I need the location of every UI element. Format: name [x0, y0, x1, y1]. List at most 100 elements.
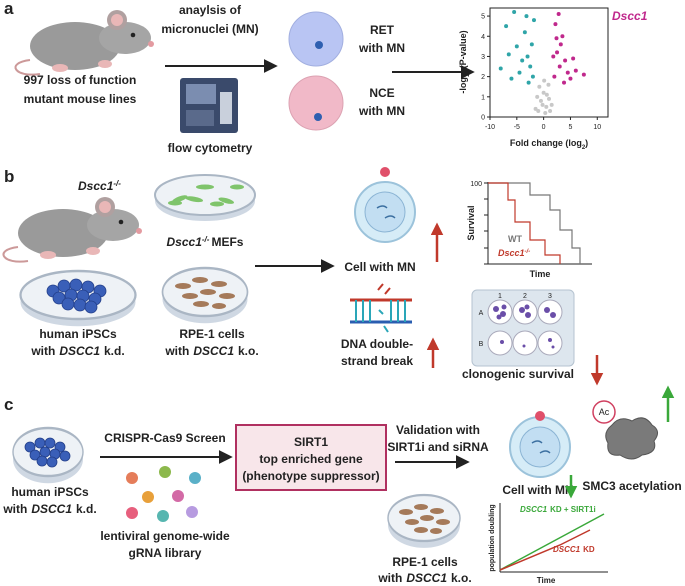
caption-part: k.o.	[238, 344, 259, 358]
caption-part: k.d.	[76, 502, 97, 516]
caption: DNA double-	[341, 337, 413, 351]
caption: Validation with	[396, 423, 480, 437]
x-axis-label: Fold change (log2)	[510, 138, 588, 151]
point	[541, 90, 546, 95]
point	[553, 22, 558, 27]
panel-label: c	[4, 395, 13, 414]
point	[543, 110, 548, 115]
micronucleus	[535, 411, 545, 421]
y-tick-label: 2	[481, 74, 485, 81]
caption: with MN	[358, 41, 405, 55]
plot-frame	[489, 7, 609, 118]
point	[512, 10, 517, 15]
ipsc-dish	[19, 269, 137, 328]
annotation: Dscc1	[612, 9, 648, 23]
gene: DSCC1	[31, 502, 72, 516]
label-part: 10	[465, 70, 471, 77]
legend-wt: WT	[508, 234, 522, 244]
plate-column: 2	[523, 293, 527, 300]
caption: with DSCC1 k.d.	[30, 344, 124, 358]
point	[549, 102, 554, 107]
gene: Dscc1	[167, 235, 203, 249]
plate-column: 3	[548, 293, 552, 300]
x-tick-label: 0	[542, 124, 546, 131]
nce-cell	[288, 75, 344, 131]
point	[558, 42, 563, 47]
gene: DSCC1	[193, 344, 234, 358]
point	[571, 56, 576, 61]
rpe-dish	[161, 266, 249, 325]
rpe-dish	[386, 493, 462, 550]
point	[562, 80, 567, 85]
genotype: -/-	[113, 179, 121, 188]
point	[535, 94, 540, 99]
genotype: -/-	[525, 249, 531, 255]
micronucleus	[380, 167, 390, 177]
point	[547, 96, 551, 101]
condition: KD + SIRT1i	[550, 505, 596, 514]
y-tick-label: 100	[470, 181, 482, 188]
gene: DSCC1	[553, 545, 581, 554]
point	[530, 74, 535, 79]
caption: RPE-1 cells	[179, 327, 245, 341]
point	[525, 54, 530, 59]
point	[551, 54, 556, 59]
y-axis-label: Survival	[466, 205, 476, 240]
point	[546, 82, 551, 87]
genotype: -/-	[202, 235, 210, 244]
mef-dish	[154, 174, 256, 222]
ipsc-dish	[11, 426, 85, 485]
point	[540, 102, 545, 107]
point	[563, 58, 568, 63]
red-curve	[499, 529, 591, 571]
point	[506, 52, 511, 57]
mouse-icon	[14, 9, 155, 76]
panel-label: b	[4, 167, 14, 186]
caption-part: with	[377, 571, 402, 585]
point	[556, 12, 561, 17]
wt-curve	[488, 182, 581, 264]
point	[509, 76, 514, 81]
caption: with DSCC1 k.o.	[377, 571, 471, 585]
point	[538, 98, 543, 103]
acetyl-group	[592, 400, 616, 424]
point	[522, 30, 527, 35]
cell-icon	[354, 181, 416, 243]
ko-curve	[488, 182, 561, 264]
x-tick-label: -10	[485, 124, 495, 131]
volcano-plot: -log10(P-value) Fold change (log2) Dscc1…	[458, 7, 648, 151]
caption-part: k.d.	[104, 344, 125, 358]
caption-part: with	[30, 344, 55, 358]
caption: Cell with MN	[344, 260, 415, 274]
caption: top enriched gene	[259, 452, 363, 466]
caption: clonogenic survival	[462, 367, 574, 381]
point	[544, 92, 549, 97]
label-part: )	[585, 138, 588, 148]
y-axis-label: population doubling	[489, 504, 496, 571]
caption: human iPSCs	[39, 327, 117, 341]
caption: Cell with MN	[502, 483, 573, 497]
x-tick-label: -5	[514, 124, 520, 131]
y-tick-label: 3	[481, 54, 485, 61]
legend-red: DSCC1 KD	[553, 545, 595, 554]
x-axis-label: Time	[530, 269, 551, 279]
x-tick-label: 5	[569, 124, 573, 131]
caption: with DSCC1 k.o.	[164, 344, 258, 358]
y-tick-label: 1	[481, 94, 485, 101]
caption-part: with	[2, 502, 27, 516]
caption: human iPSCs	[11, 485, 89, 499]
ret-cell	[288, 11, 344, 67]
point	[526, 80, 531, 85]
caption: flow cytometry	[168, 141, 253, 155]
caption-part: k.o.	[451, 571, 472, 585]
acetyl-label: Ac	[599, 407, 610, 417]
point	[529, 42, 534, 47]
caption-part: with	[164, 344, 189, 358]
growth-plot: population doubling Time DSCC1 KD + SIRT1…	[489, 503, 608, 585]
gene: DSCC1	[59, 344, 100, 358]
caption: (phenotype suppressor)	[242, 469, 379, 483]
point	[514, 44, 519, 49]
point	[528, 64, 533, 69]
